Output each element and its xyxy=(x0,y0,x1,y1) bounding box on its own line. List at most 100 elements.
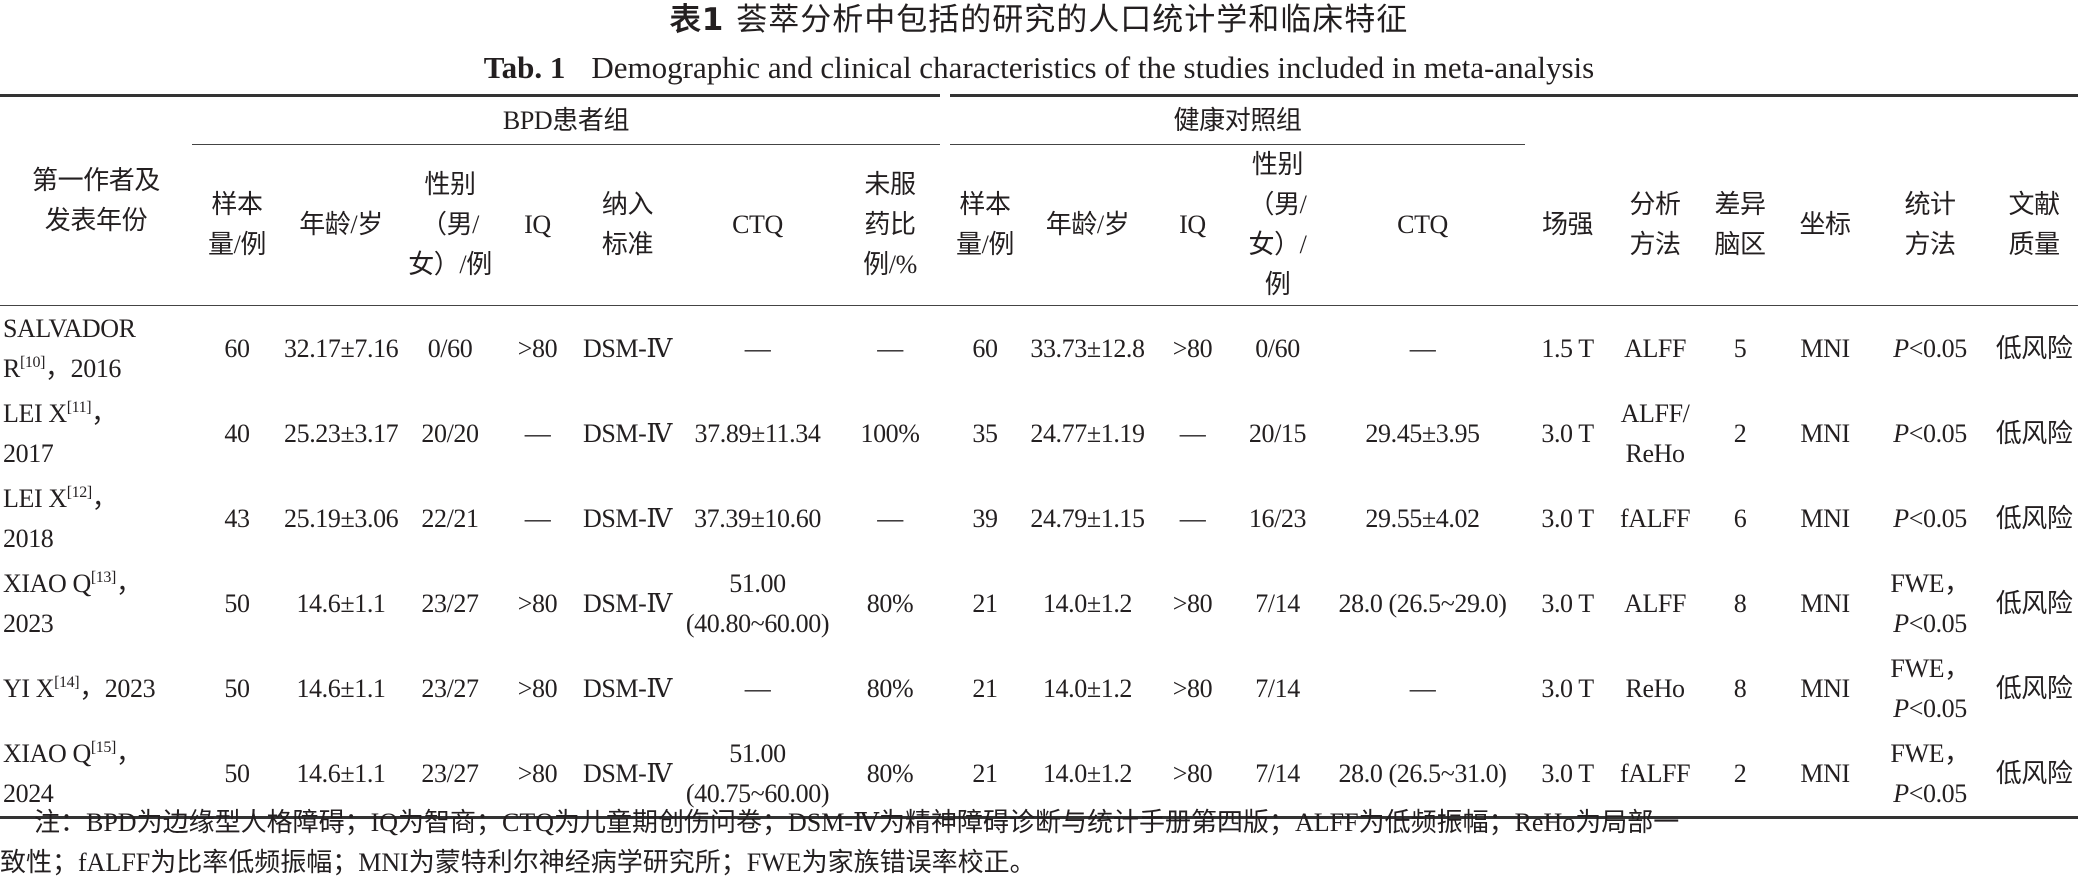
analysis-method-cell: ReHo xyxy=(1625,673,1685,703)
analysis-method-cell: fALFF xyxy=(1610,731,1701,819)
bpd-cell: 80% xyxy=(866,588,914,618)
bpd-cell: DSM-Ⅳ xyxy=(583,418,672,448)
header-bpd-col: 年龄/岁 xyxy=(282,144,400,306)
bpd-cell: 37.89±11.34 xyxy=(694,418,821,448)
analysis-method-cell: fALFF xyxy=(1619,503,1691,533)
table-row: XIAO Q[15]， 2024 50 14.6±1.1 23/27 >80 DSM-Ⅳ 5… xyxy=(0,731,2078,819)
quality-cell: 低风险 xyxy=(1995,418,2073,448)
header-bpd-col: 性别 （男/ 女）/例 xyxy=(400,144,500,306)
stat-p: P xyxy=(1893,418,1909,448)
analysis-method-cell: ALFF xyxy=(1624,588,1687,618)
quality-cell: 低风险 xyxy=(1995,588,2073,618)
hc-cell: 29.55±4.02 xyxy=(1365,503,1480,533)
table-label-en: Tab. 1 xyxy=(483,50,566,85)
hc-cell: 21 xyxy=(972,588,998,618)
header-hc-col: IQ xyxy=(1150,144,1235,306)
table-title-en: Tab. 1 Demographic and clinical character… xyxy=(0,48,2078,88)
coordinate-cell: MNI xyxy=(1800,673,1850,703)
hc-cell: >80 xyxy=(1172,333,1213,363)
brain-regions-cell: 2 xyxy=(1700,731,1781,819)
bpd-cell: — xyxy=(524,418,551,448)
field-strength-cell: 3.0 T xyxy=(1541,673,1594,703)
quality-cell: 低风险 xyxy=(1995,333,2073,363)
bpd-cell: 51.00 (40.75~60.00) xyxy=(680,731,835,819)
stat-prefix: FWE， xyxy=(1890,653,1970,683)
header-blank xyxy=(1525,94,2078,145)
header-bpd-group: BPD患者组 xyxy=(192,94,945,145)
bpd-cell: 50 xyxy=(224,673,250,703)
stat-threshold: <0.05 xyxy=(1908,418,1968,448)
quality-cell: 低风险 xyxy=(1995,503,2073,533)
table-label-cn: 表1 xyxy=(669,2,725,38)
bpd-cell: DSM-Ⅳ xyxy=(575,731,680,819)
hc-cell: 24.77±1.19 xyxy=(1030,418,1145,448)
header-bpd-col: IQ xyxy=(500,144,575,306)
field-strength-cell: 3.0 T xyxy=(1541,503,1594,533)
analysis-method-cell: ALFF/ ReHo xyxy=(1620,398,1690,468)
table-title-cn-text: 荟萃分析中包括的研究的人口统计学和临床特征 xyxy=(736,2,1409,37)
bpd-cell: 23/27 xyxy=(400,731,500,819)
brain-regions-cell: 2 xyxy=(1733,418,1747,448)
header-hc-col: CTQ xyxy=(1320,144,1526,306)
bpd-cell: 50 xyxy=(224,588,250,618)
header-bpd-col: CTQ xyxy=(680,144,835,306)
table-title-cn: 表1 荟萃分析中包括的研究的人口统计学和临床特征 xyxy=(0,0,2078,40)
header-col: 统计 方法 xyxy=(1870,144,1991,306)
publication-year: ， 2023 xyxy=(3,568,142,638)
field-strength-cell: 3.0 T xyxy=(1525,731,1611,819)
bpd-cell: 80% xyxy=(835,731,945,819)
hc-cell: 29.45±3.95 xyxy=(1365,418,1480,448)
statistics-cell: P<0.05 xyxy=(1870,391,1990,476)
table-title-en-text: Demographic and clinical characteristics… xyxy=(591,50,1595,85)
author-name: LEI X xyxy=(3,398,67,428)
reference-number: [10] xyxy=(19,353,46,371)
bpd-cell: 40 xyxy=(224,418,250,448)
table-body: SALVADOR R[10]，2016 60 32.17±7.16 0/60 >80 DS… xyxy=(0,306,2078,819)
hc-cell: 0/60 xyxy=(1255,333,1300,363)
bpd-cell: 43 xyxy=(224,503,250,533)
publication-year: ，2016 xyxy=(45,353,122,383)
hc-cell: 39 xyxy=(972,503,998,533)
bpd-cell: DSM-Ⅳ xyxy=(583,588,672,618)
brain-regions-cell: 8 xyxy=(1733,673,1747,703)
bpd-cell: 25.23±3.17 xyxy=(284,418,399,448)
publication-year: ， 2018 xyxy=(3,483,118,553)
author-name: XIAO Q xyxy=(3,738,91,768)
reference-number: [13] xyxy=(90,568,116,586)
stat-threshold: <0.05 xyxy=(1908,333,1968,363)
publication-year: ，2023 xyxy=(79,673,156,703)
stat-threshold: <0.05 xyxy=(1908,608,1968,638)
hc-cell: 14.0±1.2 xyxy=(1042,673,1133,703)
bpd-cell: 60 xyxy=(224,333,250,363)
hc-cell: 14.0±1.2 xyxy=(1025,731,1150,819)
bpd-cell: — xyxy=(744,333,771,363)
hc-cell: — xyxy=(1409,333,1436,363)
quality-cell: 低风险 xyxy=(1995,673,2073,703)
stat-p: P xyxy=(1893,333,1909,363)
author-name: YI X xyxy=(3,673,55,703)
table-header: 第一作者及 发表年份 BPD患者组 健康对照组 样本 量/例 年龄/岁 性别 （男/ 女）… xyxy=(0,94,2078,306)
bpd-cell: — xyxy=(744,673,771,703)
header-hc-col: 年龄/岁 xyxy=(1025,144,1150,306)
field-strength-cell: 1.5 T xyxy=(1541,333,1594,363)
hc-cell: 60 xyxy=(972,333,998,363)
hc-cell: 21 xyxy=(945,731,1025,819)
stat-p: P xyxy=(1893,503,1909,533)
header-bpd-col: 未服 药比 例/% xyxy=(835,144,945,306)
hc-cell: 16/23 xyxy=(1248,503,1307,533)
statistics-cell: P<0.05 xyxy=(1870,306,1990,392)
bpd-cell: 80% xyxy=(866,673,914,703)
statistics-cell: P<0.05 xyxy=(1870,476,1990,561)
analysis-method-cell: ALFF xyxy=(1624,333,1687,363)
hc-cell: — xyxy=(1179,503,1206,533)
bpd-cell: 20/20 xyxy=(421,418,479,448)
stat-threshold: <0.05 xyxy=(1908,503,1968,533)
table-note: 注：BPD为边缘型人格障碍；IQ为智商；CTQ为儿童期创伤问卷；DSM-Ⅳ为精神… xyxy=(0,803,2078,883)
quality-cell: 低风险 xyxy=(1990,731,2078,819)
bpd-cell: 32.17±7.16 xyxy=(284,333,399,363)
stat-prefix: FWE， xyxy=(1890,738,1970,768)
bpd-cell: — xyxy=(524,503,551,533)
bpd-cell: 22/21 xyxy=(421,503,479,533)
stat-p: P xyxy=(1893,608,1909,638)
reference-number: [15] xyxy=(90,738,116,756)
